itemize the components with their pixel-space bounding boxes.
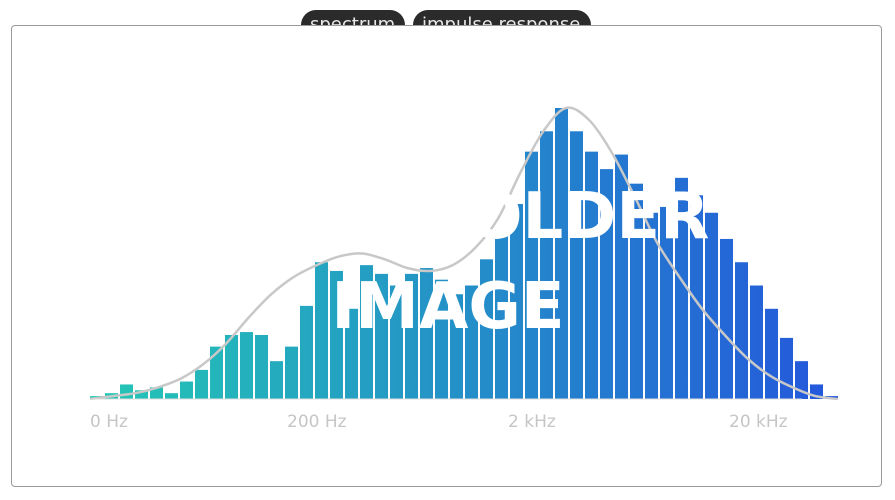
spectrum-bar — [675, 177, 688, 399]
spectrum-bar — [360, 265, 373, 399]
spectrum-bar — [705, 212, 718, 399]
spectrum-bar — [540, 131, 553, 399]
spectrum-bar — [330, 270, 343, 399]
spectrum-bar — [270, 361, 283, 399]
spectrum-bar — [465, 285, 478, 399]
chart-frame — [11, 25, 882, 487]
spectrum-bar — [585, 151, 598, 399]
spectrum-bar — [720, 238, 733, 399]
spectrum-bar — [165, 393, 178, 399]
response-curve — [89, 106, 839, 401]
spectrum-bar — [630, 183, 643, 399]
bar-series — [90, 108, 838, 399]
spectrum-bar — [300, 305, 313, 399]
spectrum-bar — [555, 108, 568, 399]
spectrum-bar — [735, 262, 748, 399]
spectrum-bar — [480, 259, 493, 399]
spectrum-bar — [135, 390, 148, 399]
spectrum-bar — [750, 285, 763, 399]
spectrum-bar — [450, 294, 463, 399]
spectrum-bar — [390, 285, 403, 399]
x-tick-label: 0 Hz — [90, 412, 128, 432]
spectrum-bar — [495, 230, 508, 399]
spectrum-bar — [285, 346, 298, 399]
spectrum-bar — [195, 369, 208, 399]
spectrum-bar — [420, 268, 433, 399]
spectrum-bar — [645, 212, 658, 399]
spectrum-bar — [765, 308, 778, 399]
x-tick-label: 2 kHz — [508, 412, 556, 432]
spectrum-bar — [225, 334, 238, 399]
spectrum-bar — [405, 273, 418, 399]
spectrum-bar — [375, 273, 388, 399]
spectrum-bar — [780, 337, 793, 399]
spectrum-bar — [600, 169, 613, 399]
spectrum-bar — [240, 332, 253, 399]
spectrum-bar — [150, 387, 163, 399]
placeholder-text: IMAGE — [331, 270, 564, 344]
spectrum-bar — [315, 262, 328, 399]
spectrum-bar — [570, 131, 583, 399]
spectrum-bar — [210, 346, 223, 399]
spectrum-bar — [120, 384, 133, 399]
spectrum-bar — [255, 334, 268, 399]
spectrum-bar — [510, 204, 523, 399]
spectrum-bar — [690, 195, 703, 399]
spectrum-bar — [435, 279, 448, 399]
x-tick-label: 20 kHz — [729, 412, 788, 432]
spectrum-bar — [180, 381, 193, 399]
x-tick-label: 200 Hz — [287, 412, 347, 432]
spectrum-bar — [525, 151, 538, 399]
spectrum-bar — [615, 154, 628, 399]
placeholder-text: PLACEHOLDER — [187, 180, 710, 254]
spectrum-bar — [345, 308, 358, 399]
